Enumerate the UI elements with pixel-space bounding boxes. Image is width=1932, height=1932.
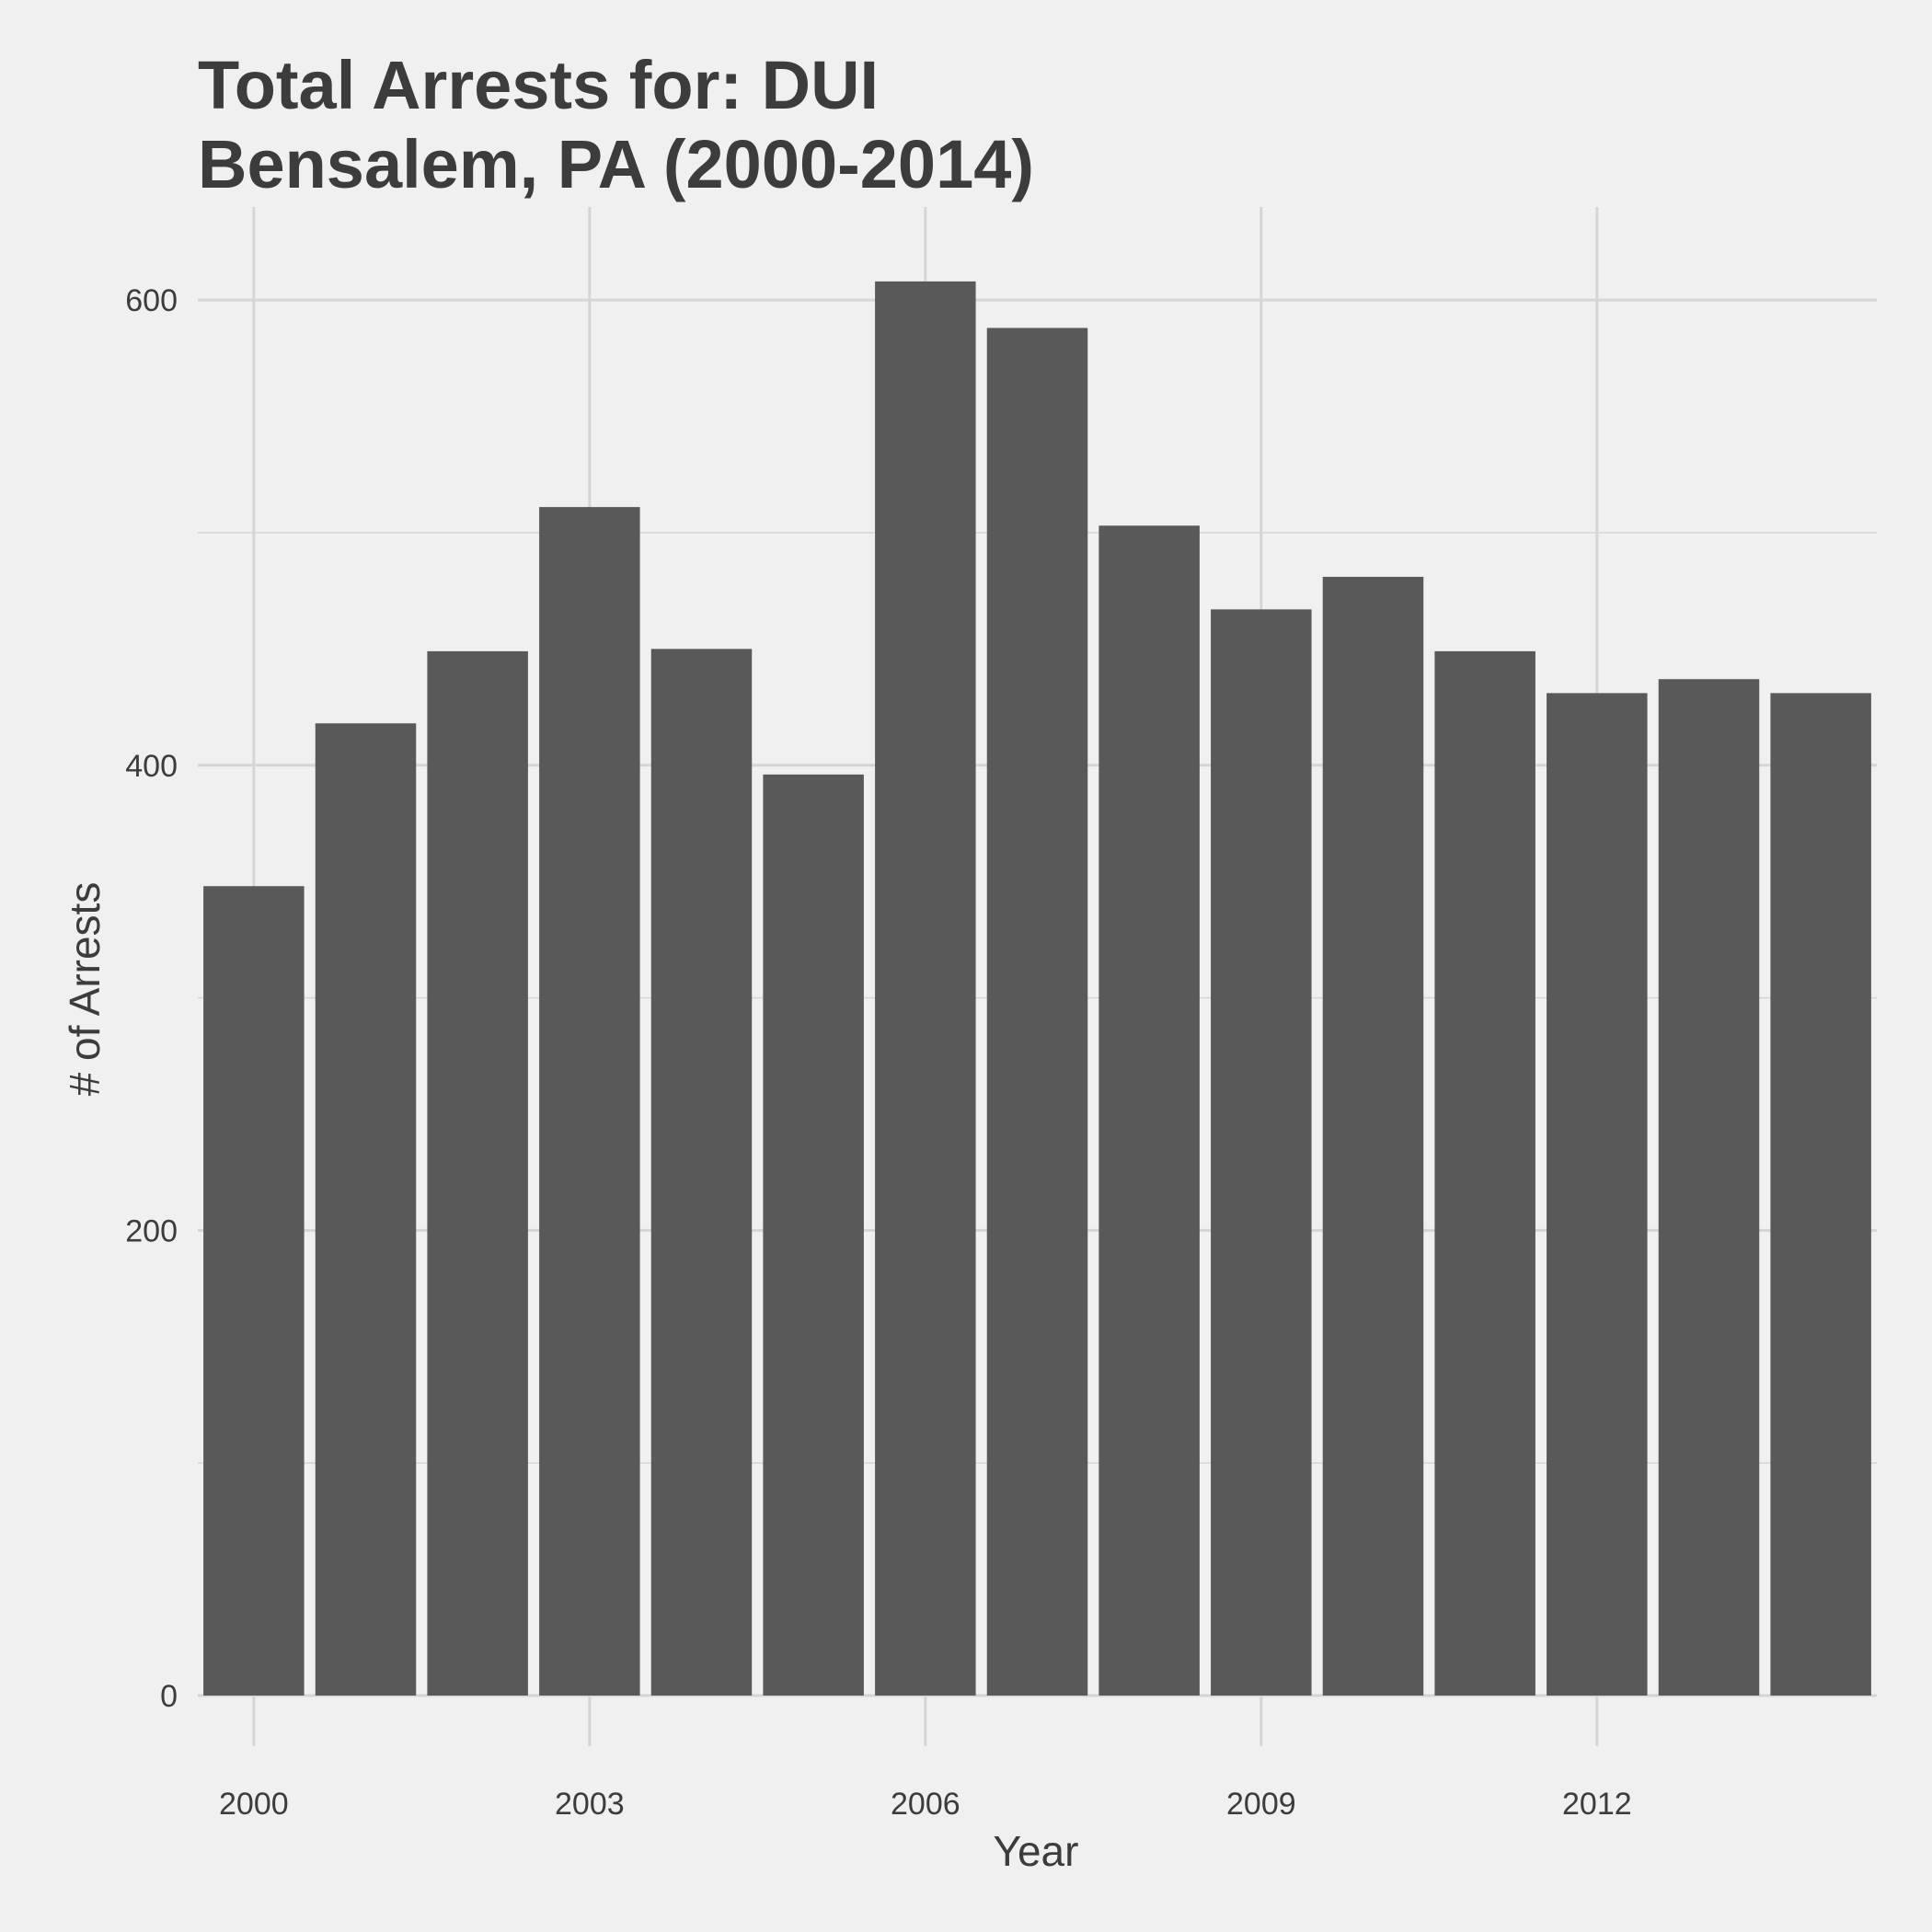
y-tick-label: 200 <box>125 1213 178 1248</box>
x-tick-label: 2009 <box>1226 1787 1296 1822</box>
bar-2006 <box>875 281 976 1696</box>
x-tick-label: 2003 <box>555 1787 625 1822</box>
bar-2012 <box>1547 693 1648 1696</box>
chart-title: Total Arrests for: DUI <box>198 47 880 123</box>
bar-2007 <box>986 328 1088 1696</box>
bar-2001 <box>315 723 417 1696</box>
bar-2004 <box>650 649 753 1696</box>
y-axis-title: # of Arrests <box>61 882 109 1097</box>
chart-subtitle: Bensalem, PA (2000-2014) <box>198 126 1035 202</box>
x-tick-label: 2006 <box>891 1787 960 1822</box>
bar-2000 <box>203 886 305 1696</box>
x-tick-label: 2000 <box>219 1787 289 1822</box>
bar-2010 <box>1322 576 1424 1696</box>
bar-2008 <box>1098 525 1200 1696</box>
x-tick-label: 2012 <box>1562 1787 1632 1822</box>
y-tick-label: 600 <box>125 283 178 318</box>
bars <box>203 281 1871 1696</box>
bar-2005 <box>763 774 864 1696</box>
bar-2003 <box>539 507 640 1696</box>
y-axis-ticks: 0 200 400 600 <box>125 283 178 1714</box>
bar-2014 <box>1770 693 1871 1696</box>
bar-2009 <box>1211 609 1312 1696</box>
x-axis-ticks: 2000 2003 2006 2009 2012 <box>219 1787 1632 1822</box>
y-tick-label: 0 <box>160 1679 178 1714</box>
x-axis-title: Year <box>994 1827 1079 1875</box>
y-tick-label: 400 <box>125 749 178 784</box>
bar-2002 <box>427 650 528 1696</box>
bar-2013 <box>1658 679 1760 1696</box>
bar-2011 <box>1434 650 1535 1696</box>
